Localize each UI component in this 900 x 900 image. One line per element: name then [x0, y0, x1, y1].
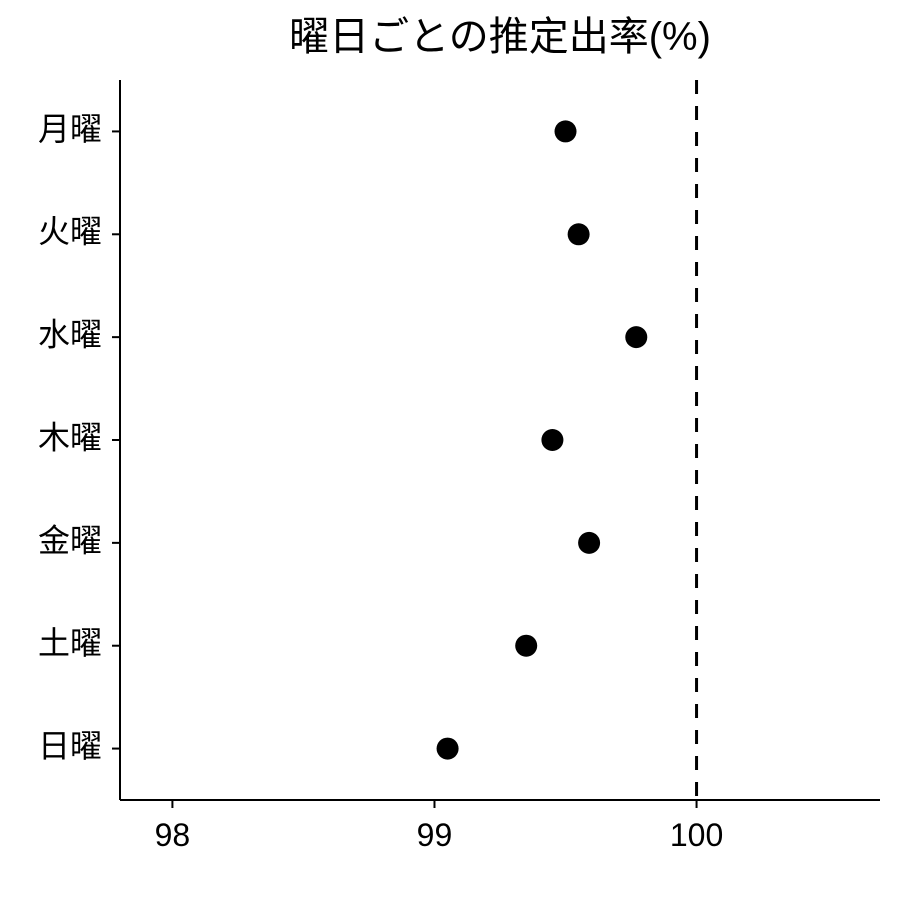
y-tick-label: 月曜 — [38, 111, 102, 147]
data-point — [568, 223, 590, 245]
data-point — [437, 738, 459, 760]
chart-title: 曜日ごとの推定出率(%) — [289, 15, 711, 59]
y-tick-label: 水曜 — [38, 317, 102, 353]
y-tick-label: 木曜 — [38, 419, 102, 455]
chart-background — [0, 0, 900, 900]
x-tick-label: 100 — [670, 817, 723, 853]
data-point — [555, 120, 577, 142]
data-point — [515, 635, 537, 657]
y-tick-label: 日曜 — [38, 728, 102, 764]
x-tick-label: 99 — [417, 817, 453, 853]
y-tick-label: 土曜 — [38, 625, 102, 661]
y-tick-label: 火曜 — [38, 214, 102, 250]
data-point — [578, 532, 600, 554]
dotplot-chart: 曜日ごとの推定出率(%) 98 99 100 月曜火曜水曜木曜金曜土曜日曜 — [0, 0, 900, 900]
y-tick-label: 金曜 — [38, 522, 102, 558]
data-point — [625, 326, 647, 348]
x-tick-label: 98 — [155, 817, 191, 853]
chart-container: 曜日ごとの推定出率(%) 98 99 100 月曜火曜水曜木曜金曜土曜日曜 — [0, 0, 900, 900]
data-point — [541, 429, 563, 451]
